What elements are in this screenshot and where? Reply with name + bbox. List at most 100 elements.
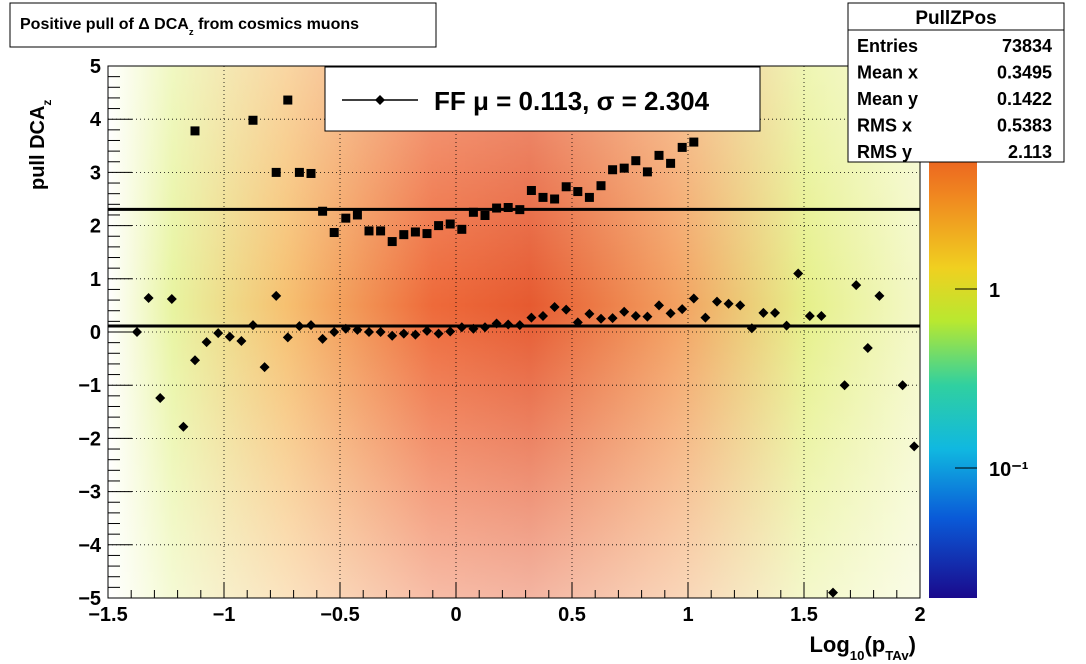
z-tick-label: 1 bbox=[989, 280, 1000, 302]
x-tick-label: 1.5 bbox=[790, 604, 818, 626]
diamond-marker bbox=[561, 304, 572, 315]
square-marker bbox=[677, 142, 687, 152]
diamond-marker bbox=[201, 337, 212, 348]
label-part: from cosmics muons bbox=[194, 16, 359, 33]
square-marker bbox=[364, 226, 374, 236]
diamond-marker bbox=[178, 421, 189, 432]
diamond-marker bbox=[874, 290, 885, 301]
diamond-marker bbox=[804, 311, 815, 322]
square-marker bbox=[642, 167, 652, 177]
diamond-marker bbox=[897, 380, 908, 391]
diamond-marker bbox=[352, 324, 363, 335]
diamond-marker bbox=[433, 328, 444, 339]
label-part: Positive pull of Δ DCA bbox=[20, 16, 189, 33]
y-tick-label: 1 bbox=[90, 269, 101, 291]
diamond-marker bbox=[143, 292, 154, 303]
stats-value: 0.3495 bbox=[997, 63, 1052, 83]
y-tick-label: −1 bbox=[78, 375, 101, 397]
diamond-marker bbox=[688, 293, 699, 304]
y-tick-label: −3 bbox=[78, 482, 101, 504]
diamond-marker bbox=[456, 322, 467, 333]
x-tick-label: −1 bbox=[213, 604, 236, 626]
y-tick-label: 5 bbox=[90, 56, 101, 78]
stats-label: Mean x bbox=[857, 63, 918, 83]
diamond-marker bbox=[781, 320, 792, 331]
square-marker bbox=[654, 150, 664, 160]
y-tick-label: 4 bbox=[90, 109, 102, 131]
diamond-marker bbox=[468, 323, 479, 334]
y-tick-label: −4 bbox=[78, 535, 102, 557]
square-marker bbox=[584, 192, 594, 202]
x-axis-label: Log10(pTAv) bbox=[809, 632, 916, 663]
legend-text: FF μ = 0.113, σ = 2.304 bbox=[434, 86, 710, 116]
diamond-marker bbox=[816, 311, 827, 322]
z-tick-label: 10⁻¹ bbox=[989, 459, 1029, 481]
diamond-marker bbox=[758, 307, 769, 318]
square-marker bbox=[457, 224, 467, 234]
square-marker bbox=[526, 185, 536, 195]
diamond-marker bbox=[410, 329, 421, 340]
square-marker bbox=[306, 168, 316, 178]
square-marker bbox=[561, 182, 571, 192]
diamond-marker bbox=[132, 327, 142, 337]
diamond-marker bbox=[387, 330, 398, 341]
y-tick-label: 0 bbox=[90, 322, 101, 344]
square-marker bbox=[434, 221, 444, 231]
label-subscript: z bbox=[40, 100, 54, 106]
diamond-marker bbox=[746, 323, 757, 334]
square-marker bbox=[608, 165, 618, 175]
square-marker bbox=[352, 210, 362, 220]
diamond-marker bbox=[723, 298, 734, 309]
y-tick-label: −2 bbox=[78, 428, 101, 450]
diamond-marker bbox=[665, 308, 676, 319]
x-tick-label: 0 bbox=[450, 604, 461, 626]
diamond-marker bbox=[480, 322, 490, 333]
square-marker bbox=[550, 194, 560, 204]
diamond-marker bbox=[398, 328, 409, 339]
diamond-marker bbox=[329, 327, 340, 337]
marks bbox=[108, 95, 920, 598]
square-marker bbox=[283, 95, 293, 105]
diamond-marker bbox=[712, 296, 722, 307]
axes: −1.5 −1 −0.5 0 0.5 1 1.5 2 −5 −4 −3 −2 −1 0 1 2 3 4 5 1 10⁻¹ bbox=[78, 56, 1029, 626]
diamond-marker bbox=[340, 323, 351, 334]
diamond-marker bbox=[572, 317, 583, 328]
x-tick-label: 0.5 bbox=[558, 604, 586, 626]
square-marker bbox=[329, 228, 339, 238]
square-marker bbox=[248, 115, 258, 125]
diamond-marker bbox=[422, 325, 432, 336]
diamond-marker bbox=[491, 318, 502, 329]
stats-rows: Entries 73834 Mean x 0.3495 Mean y 0.1422 RMS … bbox=[857, 36, 1052, 162]
stats-value: 0.1422 bbox=[997, 89, 1052, 109]
diamond-marker bbox=[236, 336, 247, 347]
square-marker bbox=[666, 158, 676, 168]
diamond-marker bbox=[828, 587, 838, 598]
stats-label: RMS y bbox=[857, 142, 912, 162]
y-axis-label: pull DCAz bbox=[27, 100, 54, 190]
diamond-marker bbox=[282, 332, 293, 343]
diamond-marker bbox=[224, 331, 235, 342]
stats-label: Mean y bbox=[857, 89, 918, 109]
stats-label: RMS x bbox=[857, 116, 912, 136]
label-part: pull DCA bbox=[27, 106, 49, 190]
label-part: (p bbox=[864, 632, 885, 657]
diamond-marker bbox=[306, 320, 316, 331]
diamond-marker bbox=[619, 306, 630, 317]
diamond-marker bbox=[190, 355, 200, 366]
y-tick-label: 2 bbox=[90, 216, 101, 238]
x-tick-label: 1 bbox=[682, 604, 693, 626]
grid bbox=[107, 65, 921, 599]
diamond-marker bbox=[677, 304, 688, 315]
diamond-marker bbox=[375, 327, 386, 337]
y-tick-label: −5 bbox=[78, 588, 101, 610]
diamond-marker bbox=[862, 342, 873, 353]
label-subscript: TAv bbox=[885, 648, 909, 663]
x-tick-label: −0.5 bbox=[320, 604, 359, 626]
diamond-marker bbox=[770, 307, 780, 318]
square-marker bbox=[410, 227, 420, 237]
square-marker bbox=[619, 163, 629, 173]
diamond-marker bbox=[364, 327, 374, 337]
square-marker bbox=[318, 206, 328, 216]
title-box bbox=[9, 2, 437, 48]
